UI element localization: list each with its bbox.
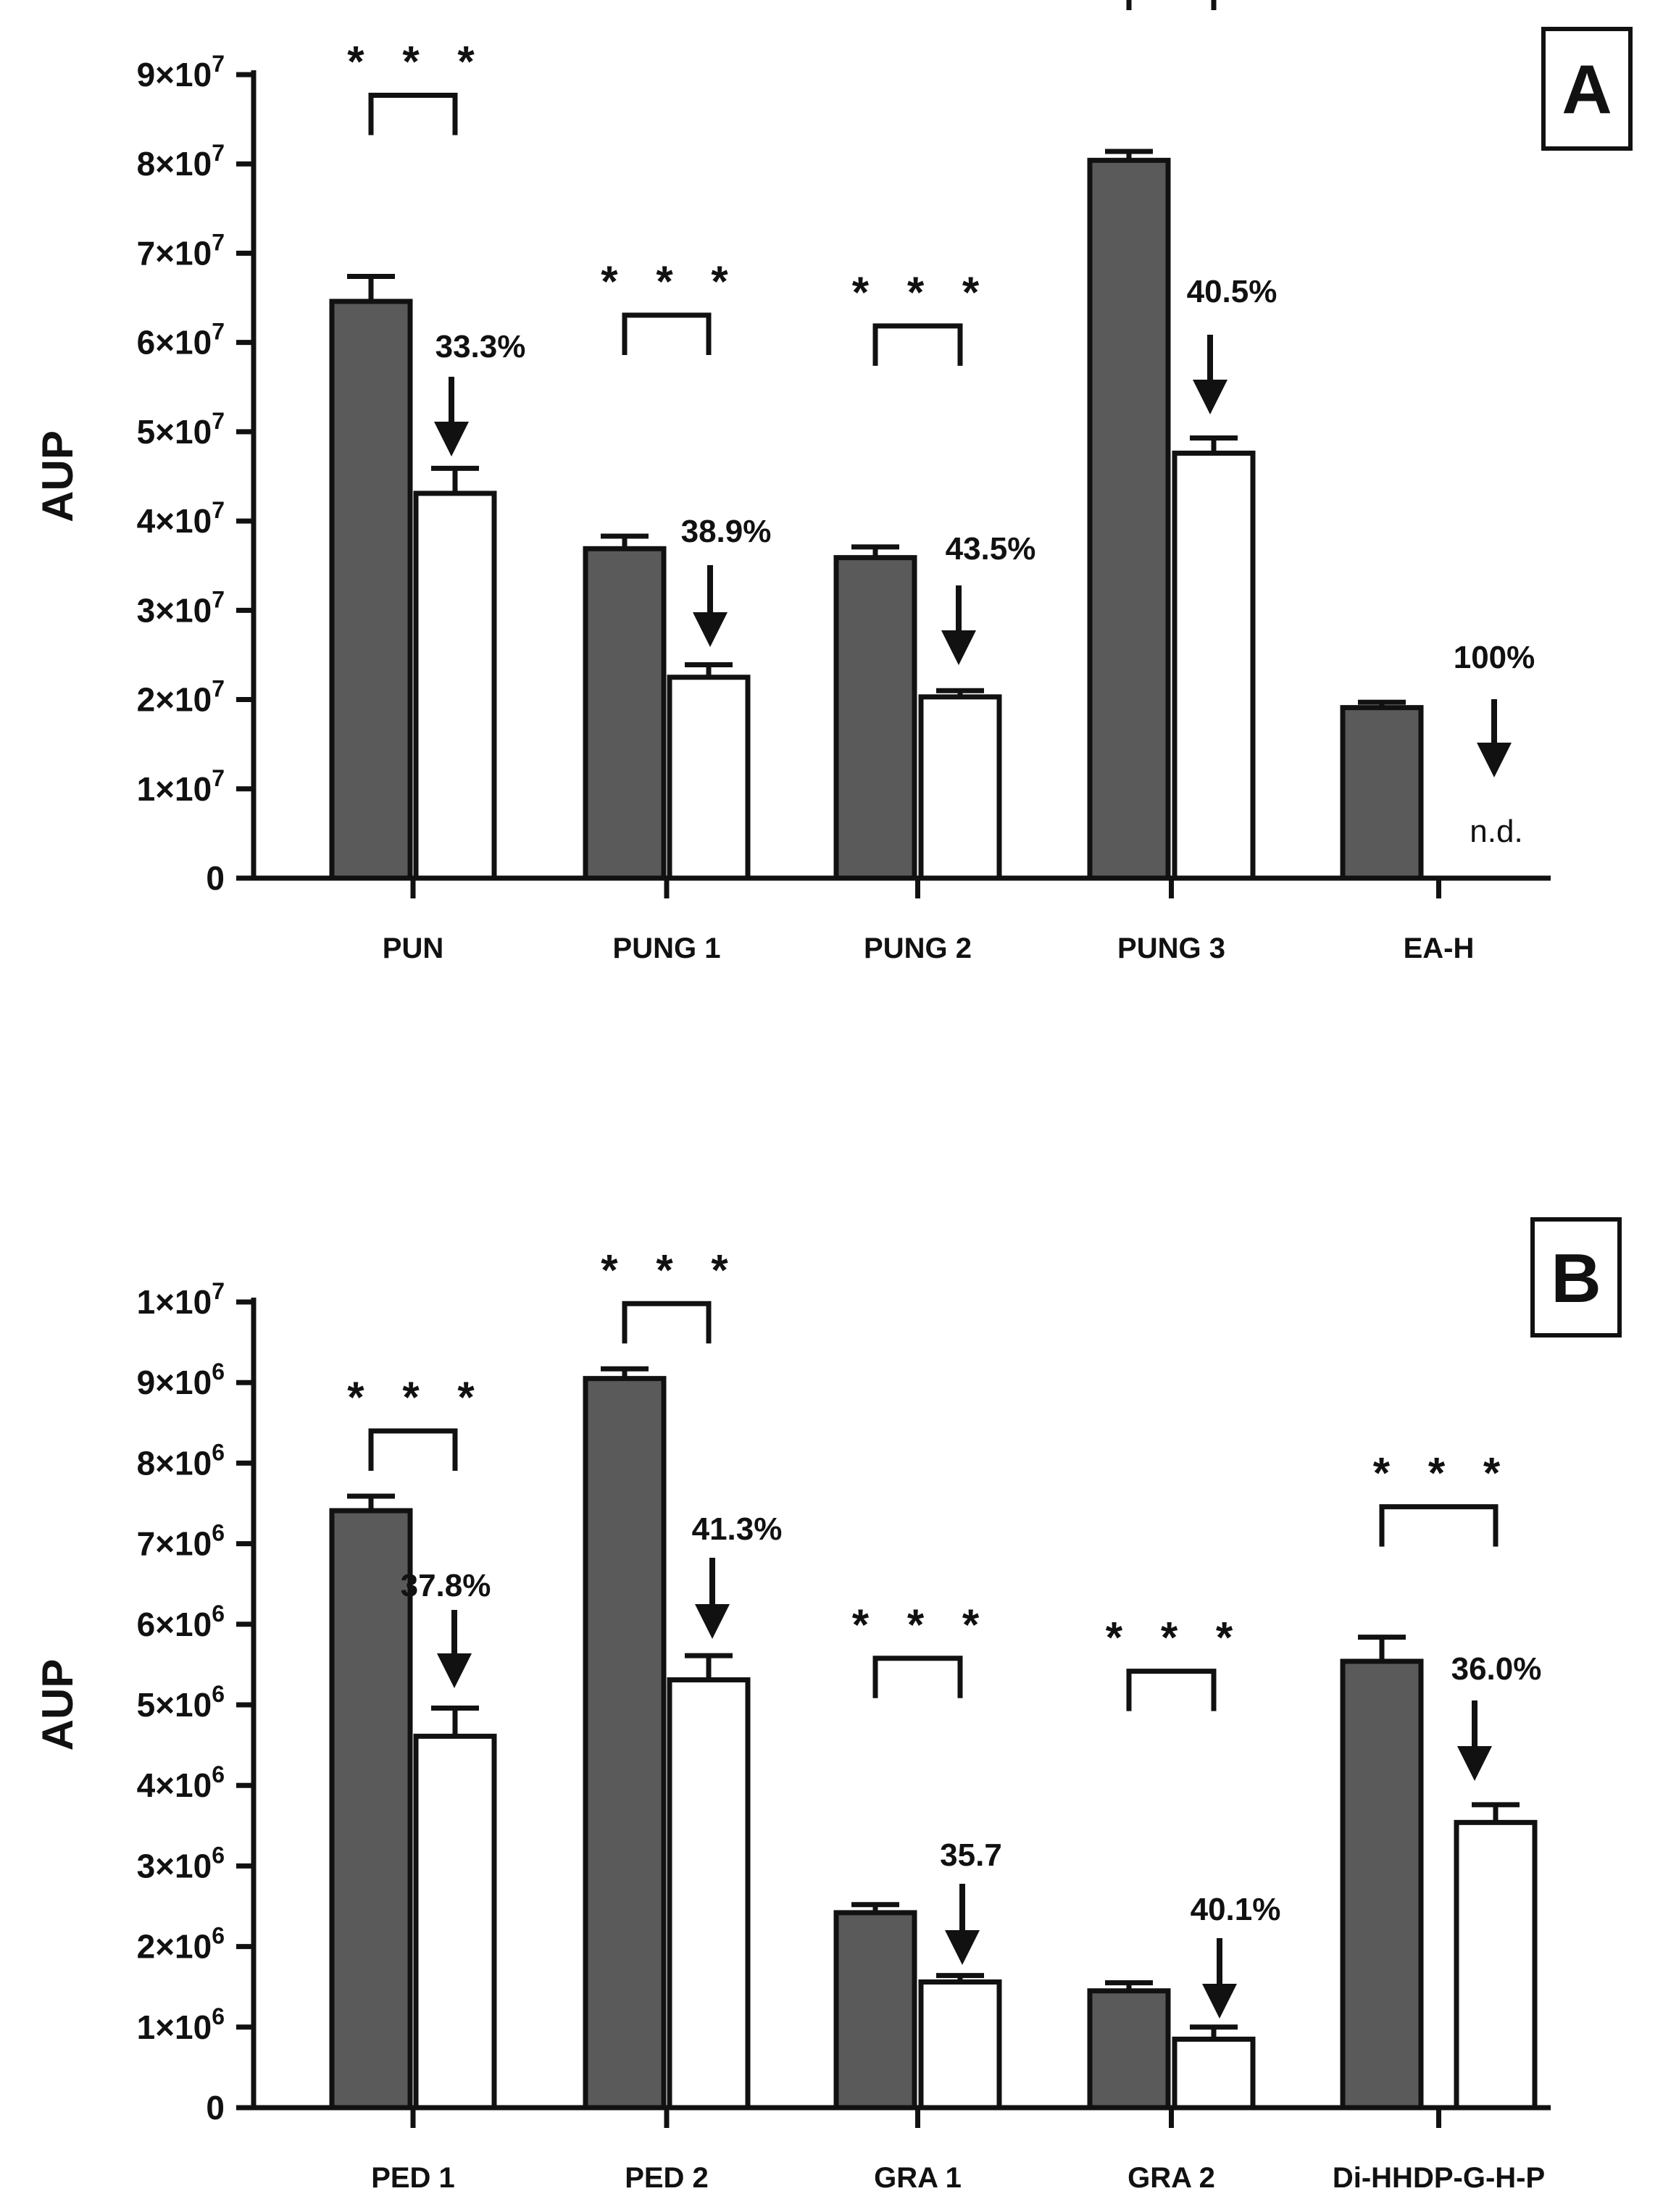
y-tick-label: 5×106	[137, 1681, 225, 1724]
y-axis-title: AUP	[33, 430, 82, 522]
reduction-percent: 41.3%	[692, 1511, 783, 1547]
y-tick-label: 9×106	[137, 1358, 225, 1401]
category-label: PUNG 2	[864, 932, 972, 964]
y-tick-label: 8×107	[137, 140, 225, 183]
bar-treated	[667, 1677, 751, 2111]
reduction-percent: 40.5%	[1187, 274, 1278, 309]
y-tick-label: 4×106	[137, 1761, 225, 1804]
bar-treated	[918, 1979, 1002, 2111]
panel-letter: B	[1551, 1240, 1601, 1317]
significance-stars: * * *	[347, 1373, 487, 1422]
reduction-percent: 38.9%	[681, 514, 772, 549]
significance-bracket	[1126, 1669, 1217, 1711]
bar-treated	[918, 694, 1002, 881]
bar-treated	[667, 675, 751, 881]
significance-bracket	[622, 312, 712, 356]
significance-stars: * * *	[347, 37, 487, 85]
category-label: PUNG 1	[613, 932, 721, 964]
bar-control	[1087, 1988, 1171, 2111]
arrow-head	[1202, 1984, 1237, 2019]
panel-a: 0 1×107 2×107 3×107 4×107 5×107 6×107 7×107 8×10…	[33, 0, 1633, 964]
significance-stars: * * *	[852, 268, 992, 317]
category-label: Di-HHDP-G-H-P	[1333, 2162, 1545, 2194]
category-label: PUN	[383, 932, 443, 964]
bar-treated	[1454, 1819, 1538, 2111]
significance-bracket	[872, 1656, 963, 1698]
reduction-percent: 35.7	[940, 1837, 1002, 1873]
bar-control	[1340, 1658, 1424, 2111]
arrow-head	[693, 612, 728, 647]
reduction-percent: 40.1%	[1191, 1892, 1281, 1927]
bar-treated	[1172, 450, 1256, 881]
y-tick-label: 1×107	[137, 765, 225, 808]
y-tick-label: 6×106	[137, 1600, 225, 1643]
bar-control	[583, 546, 667, 881]
y-tick-label: 0	[206, 2089, 225, 2127]
arrow-head	[695, 1604, 730, 1639]
significance-stars: * * *	[1106, 1614, 1246, 1662]
arrow-head	[945, 1930, 980, 1965]
reduction-percent: 100%	[1454, 640, 1535, 675]
category-label: PED 2	[625, 2162, 709, 2194]
bar-control	[833, 1910, 917, 2111]
significance-bracket	[1126, 0, 1217, 10]
bar-control	[583, 1376, 667, 2111]
y-tick-label: 1×106	[137, 2003, 225, 2046]
y-tick-label: 7×107	[137, 229, 225, 272]
bar-control	[833, 555, 917, 881]
category-label: GRA 1	[874, 2162, 962, 2194]
panel-letter-box	[1530, 1217, 1622, 1337]
bar-treated	[413, 1733, 497, 2111]
arrow-head	[1193, 380, 1228, 414]
significance-stars: * * *	[1373, 1449, 1513, 1498]
significance-bracket	[872, 323, 963, 366]
arrow-head	[1477, 743, 1512, 777]
panel-b: 0 1×106 2×106 3×106 4×106 5×106 6×106 7×106 8×10…	[33, 1217, 1622, 2194]
significance-bracket	[622, 1301, 712, 1344]
y-tick-label: 7×106	[137, 1520, 225, 1563]
category-label: EA-H	[1404, 932, 1475, 964]
significance-stars: * * *	[601, 257, 741, 306]
panel-letter: A	[1562, 51, 1612, 129]
reduction-percent: 33.3%	[435, 329, 526, 364]
y-tick-label: 3×106	[137, 1842, 225, 1885]
significance-stars: * * *	[601, 1245, 741, 1294]
arrow-head	[437, 1653, 472, 1688]
significance-bracket	[1379, 1504, 1499, 1547]
category-label: PUNG 3	[1117, 932, 1225, 964]
bar-control	[1087, 157, 1171, 881]
y-tick-label: 8×106	[137, 1439, 225, 1482]
arrow-head	[941, 630, 976, 665]
y-tick-label: 6×107	[137, 319, 225, 362]
y-tick-label: 4×107	[137, 497, 225, 540]
reduction-percent: 36.0%	[1451, 1651, 1542, 1687]
bar-treated	[1172, 2036, 1256, 2111]
panel-letter-box	[1541, 27, 1633, 151]
y-tick-label: 2×106	[137, 1923, 225, 1966]
category-label: PED 1	[371, 2162, 455, 2194]
bar-control	[329, 1508, 413, 2111]
reduction-percent: 37.8%	[401, 1568, 491, 1603]
y-tick-label: 9×107	[137, 51, 225, 93]
y-tick-label: 0	[206, 859, 225, 897]
arrow-head	[1457, 1746, 1492, 1781]
y-tick-label: 3×107	[137, 586, 225, 629]
significance-bracket	[368, 92, 458, 135]
significance-bracket	[368, 1428, 458, 1471]
y-axis-title: AUP	[33, 1659, 82, 1751]
significance-stars: * * *	[852, 1600, 992, 1649]
not-detected-label: n.d.	[1470, 814, 1522, 849]
y-tick-label: 5×107	[137, 408, 225, 451]
y-tick-label: 2×107	[137, 676, 225, 719]
arrow-head	[434, 422, 469, 456]
reduction-percent: 43.5%	[946, 531, 1036, 567]
bar-treated	[413, 491, 497, 881]
y-tick-label: 1×107	[137, 1278, 225, 1321]
bar-control	[1340, 705, 1424, 881]
bar-control	[329, 299, 413, 881]
category-label: GRA 2	[1128, 2162, 1215, 2194]
